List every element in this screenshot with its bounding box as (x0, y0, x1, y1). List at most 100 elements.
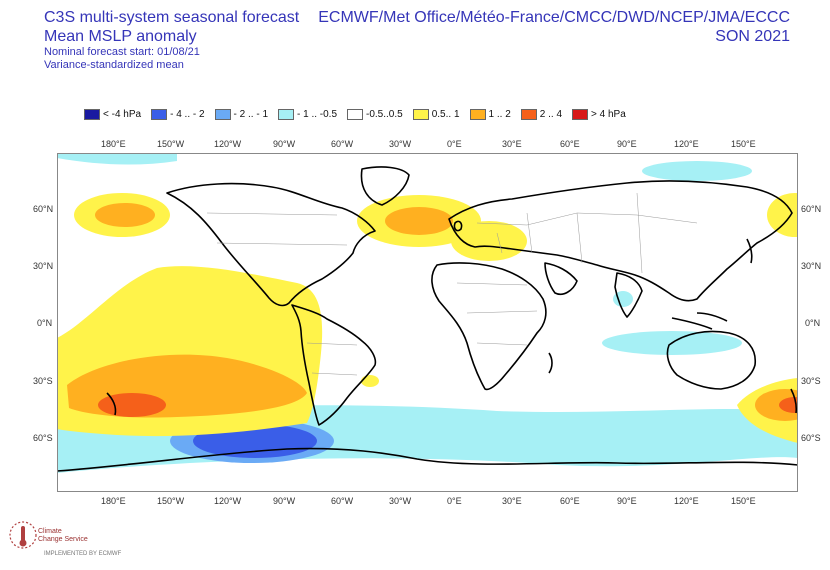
legend-swatch (214, 109, 231, 120)
map-svg (57, 153, 798, 492)
legend-item: 0.5.. 1 (412, 109, 460, 120)
lat-label: 60°N (801, 204, 822, 214)
country-borders (206, 192, 698, 376)
legend-item: 2 .. 4 (520, 109, 563, 120)
lat-label: 30°S (801, 376, 821, 386)
coast-eurasia (448, 180, 793, 302)
coast-nz-left (106, 392, 117, 416)
lon-label: 30°E (502, 496, 522, 506)
lat-label: 30°N (33, 261, 54, 271)
lon-label: 150°E (731, 139, 756, 149)
logo-mark-icon (9, 521, 37, 549)
lat-label: 60°S (801, 433, 821, 443)
coast-south-america (291, 304, 377, 426)
coastlines (57, 166, 798, 472)
climate-service-logo (8, 518, 38, 557)
coast-indonesia (671, 317, 713, 330)
lat-label: 30°N (801, 261, 822, 271)
coast-nz-right (790, 388, 798, 414)
legend-swatch (278, 109, 294, 120)
method-note: Variance-standardized mean (44, 59, 184, 71)
legend-swatch (84, 109, 100, 120)
anomaly-arctic-right (642, 161, 752, 181)
coast-india (614, 272, 643, 318)
legend-label: - 2 .. - 1 (233, 109, 268, 120)
anomaly-nz-red-orange (98, 393, 166, 417)
title-block: C3S multi-system seasonal forecast Mean … (44, 8, 299, 72)
forecast-start: Nominal forecast start: 01/08/21 (44, 46, 200, 58)
coast-arabia (544, 262, 578, 296)
lon-label: 60°E (560, 496, 580, 506)
season-label: SON 2021 (715, 28, 790, 45)
coast-north-america (166, 182, 376, 307)
lon-label: 60°W (331, 496, 354, 506)
coast-uk (453, 220, 463, 232)
centres-block: ECMWF/Met Office/Météo-France/CMCC/DWD/N… (318, 8, 790, 46)
legend-label: > 4 hPa (591, 109, 626, 120)
anomaly-map (57, 153, 798, 492)
legend-swatch (412, 109, 429, 120)
lon-label: 120°W (214, 496, 242, 506)
lon-label: 180°E (101, 496, 126, 506)
lon-label: 60°W (331, 139, 354, 149)
lon-label: 30°W (389, 496, 412, 506)
anomaly-south-atlantic-small (361, 375, 379, 387)
logo-name-line1: Climate (38, 528, 62, 535)
lon-label: 30°E (502, 139, 522, 149)
anomaly-arctic-left (57, 153, 177, 165)
legend-label: 0.5.. 1 (431, 109, 460, 120)
anomaly-europe (451, 221, 527, 261)
legend-label: 2 .. 4 (539, 109, 563, 120)
coast-indonesia-2 (696, 312, 728, 322)
legend-label: - 1 .. -0.5 (297, 109, 338, 120)
lon-label: 90°E (617, 496, 637, 506)
lat-label: 60°N (33, 204, 54, 214)
legend-swatch (572, 109, 589, 120)
lon-label: 30°W (389, 139, 412, 149)
legend-swatch (347, 109, 364, 120)
legend-swatch (151, 109, 168, 120)
lon-label: 0°E (447, 496, 462, 506)
lon-label: 120°E (674, 496, 699, 506)
coast-greenland (360, 166, 410, 206)
lon-label: 150°E (731, 496, 756, 506)
legend-item: - 1 .. -0.5 (278, 109, 337, 120)
lat-label: 60°S (33, 433, 53, 443)
coast-antarctica (57, 447, 798, 472)
lon-label: 120°E (674, 139, 699, 149)
centres-list: ECMWF/Met Office/Météo-France/CMCC/DWD/N… (318, 9, 790, 26)
lon-label: 90°E (617, 139, 637, 149)
anomaly-tasman-orange (755, 389, 798, 421)
lon-label: 0°E (447, 139, 462, 149)
legend-label: - 4 .. - 2 (170, 109, 205, 120)
lat-label: 0°N (805, 318, 821, 328)
legend-item: - 2 .. - 1 (214, 109, 268, 120)
anomaly-north-pacific-core (95, 203, 155, 227)
legend-label: 1 .. 2 (488, 109, 511, 120)
map-title: C3S multi-system seasonal forecast (44, 9, 300, 26)
map-border (57, 153, 798, 492)
anomaly-tasman-red (779, 397, 798, 413)
lon-label: 150°W (157, 139, 185, 149)
legend-item: -0.5..0.5 (347, 109, 403, 120)
coast-australia (666, 330, 756, 390)
legend-item: - 4 .. - 2 (151, 109, 205, 120)
legend-item: 1 .. 2 (469, 109, 511, 120)
lon-label: 60°E (560, 139, 580, 149)
coast-japan (746, 238, 753, 264)
logo-name: Climate Change Service (38, 528, 88, 544)
lon-label: 90°W (273, 496, 296, 506)
map-variable: Mean MSLP anomaly (44, 28, 197, 45)
legend-swatch (469, 109, 486, 120)
coast-africa (431, 262, 547, 391)
lat-label: 0°N (37, 318, 53, 328)
anomaly-north-atlantic-core (385, 207, 453, 235)
coast-madagascar (548, 352, 553, 374)
anomaly-arabian-sea (613, 291, 633, 307)
lon-label: 180°E (101, 139, 126, 149)
lon-label: 150°W (157, 496, 185, 506)
anomaly-ne-pacific-right (767, 193, 798, 237)
logo-footer: IMPLEMENTED BY ECMWF (44, 551, 122, 557)
lon-label: 90°W (273, 139, 296, 149)
lon-label: 120°W (214, 139, 242, 149)
